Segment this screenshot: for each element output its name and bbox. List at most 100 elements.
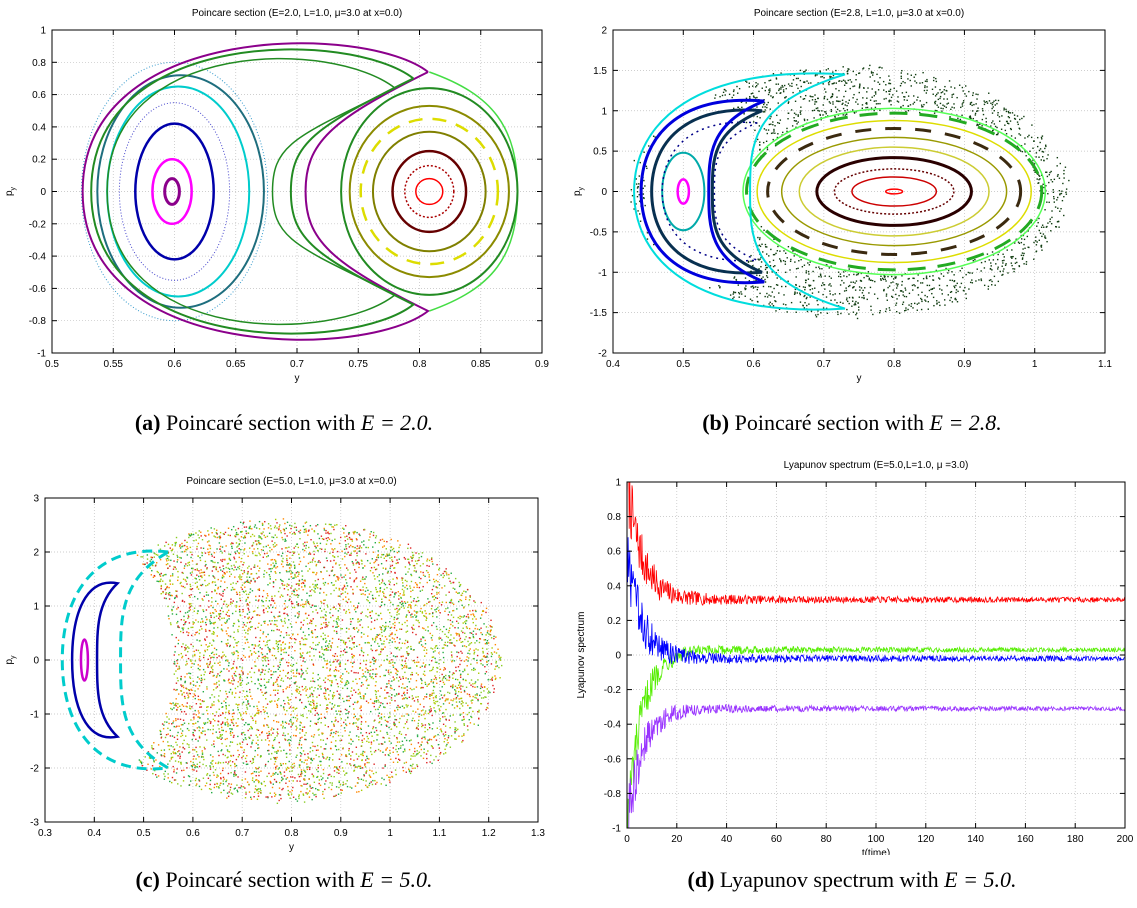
chaos-point bbox=[1033, 140, 1034, 141]
chaos-point bbox=[325, 614, 326, 615]
chaos-point bbox=[339, 666, 340, 667]
chaos-point bbox=[245, 626, 246, 627]
chaos-point bbox=[422, 552, 423, 553]
chaos-point bbox=[789, 269, 790, 270]
chaos-point bbox=[319, 538, 320, 539]
chaos-point bbox=[824, 88, 825, 89]
chaos-point bbox=[228, 773, 229, 774]
chaos-point bbox=[926, 278, 927, 279]
chaos-point bbox=[213, 719, 214, 720]
chaos-point bbox=[350, 635, 351, 636]
chaos-point bbox=[408, 714, 409, 715]
chaos-point bbox=[388, 683, 389, 684]
chaos-point bbox=[376, 701, 377, 702]
chaos-point bbox=[291, 656, 292, 657]
chaos-point bbox=[191, 635, 192, 636]
chaos-point bbox=[242, 523, 243, 524]
chaos-point bbox=[473, 650, 474, 651]
chaos-point bbox=[199, 557, 200, 558]
chaos-point bbox=[870, 306, 871, 307]
chaos-point bbox=[922, 72, 923, 73]
chaos-point bbox=[957, 301, 958, 302]
chaos-point bbox=[274, 617, 275, 618]
chaos-point bbox=[389, 640, 390, 641]
chaos-point bbox=[286, 564, 287, 565]
chaos-point bbox=[322, 653, 323, 654]
chaos-point bbox=[243, 655, 244, 656]
chaos-point bbox=[406, 616, 407, 617]
chaos-point bbox=[205, 616, 206, 617]
y-tick-label: 0 bbox=[40, 187, 46, 198]
chaos-point bbox=[976, 98, 977, 99]
chaos-point bbox=[639, 175, 640, 176]
chaos-point bbox=[643, 188, 644, 189]
chaos-point bbox=[181, 557, 182, 558]
chaos-point bbox=[208, 659, 209, 660]
chaos-point bbox=[174, 661, 175, 662]
chaos-point bbox=[204, 679, 205, 680]
chaos-point bbox=[394, 556, 395, 557]
chaos-point bbox=[234, 772, 235, 773]
chaos-point bbox=[828, 82, 829, 83]
chaos-point bbox=[406, 614, 407, 615]
chaos-point bbox=[1023, 244, 1024, 245]
chaos-point bbox=[260, 672, 261, 673]
chaos-point bbox=[251, 654, 252, 655]
chaos-point bbox=[193, 663, 194, 664]
chaos-point bbox=[933, 80, 934, 81]
chaos-point bbox=[384, 707, 385, 708]
chaos-point bbox=[336, 749, 337, 750]
chaos-point bbox=[202, 764, 203, 765]
chaos-point bbox=[427, 582, 428, 583]
chaos-point bbox=[414, 570, 415, 571]
chaos-point bbox=[382, 539, 383, 540]
chaos-point bbox=[715, 94, 716, 95]
chaos-point bbox=[311, 589, 312, 590]
chaos-point bbox=[243, 752, 244, 753]
chaos-point bbox=[374, 578, 375, 579]
chaos-point bbox=[406, 698, 407, 699]
chaos-point bbox=[249, 547, 250, 548]
chaos-point bbox=[845, 101, 846, 102]
chaos-point bbox=[891, 276, 892, 277]
chaos-point bbox=[970, 116, 971, 117]
chaos-point bbox=[213, 729, 214, 730]
chaos-point bbox=[362, 577, 363, 578]
chaos-point bbox=[1041, 236, 1042, 237]
chaos-point bbox=[323, 798, 324, 799]
chaos-point bbox=[1005, 263, 1006, 264]
chaos-point bbox=[855, 304, 856, 305]
chaos-point bbox=[249, 656, 250, 657]
chaos-point bbox=[459, 616, 460, 617]
y-tick-label: -1.5 bbox=[590, 308, 608, 319]
chaos-point bbox=[388, 727, 389, 728]
chaos-point bbox=[435, 756, 436, 757]
chaos-point bbox=[209, 697, 210, 698]
chaos-point bbox=[470, 684, 471, 685]
chaos-point bbox=[905, 289, 906, 290]
chaos-point bbox=[491, 647, 492, 648]
chaos-point bbox=[168, 777, 169, 778]
chaos-point bbox=[1016, 262, 1017, 263]
chaos-point bbox=[385, 764, 386, 765]
chaos-point bbox=[845, 104, 846, 105]
chaos-point bbox=[795, 114, 796, 115]
chaos-point bbox=[304, 708, 305, 709]
chaos-point bbox=[976, 125, 977, 126]
chaos-point bbox=[376, 698, 377, 699]
chaos-point bbox=[414, 614, 415, 615]
chaos-point bbox=[454, 660, 455, 661]
chaos-point bbox=[777, 250, 778, 251]
chaos-point bbox=[990, 103, 991, 104]
chaos-point bbox=[392, 604, 393, 605]
chaos-point bbox=[213, 704, 214, 705]
chaos-point bbox=[192, 732, 193, 733]
chaos-point bbox=[330, 748, 331, 749]
chaos-point bbox=[346, 680, 347, 681]
chaos-point bbox=[1020, 134, 1021, 135]
chaos-point bbox=[451, 651, 452, 652]
chaos-point bbox=[297, 612, 298, 613]
chaos-point bbox=[846, 276, 847, 277]
chaos-point bbox=[761, 226, 762, 227]
chaos-point bbox=[849, 285, 850, 286]
